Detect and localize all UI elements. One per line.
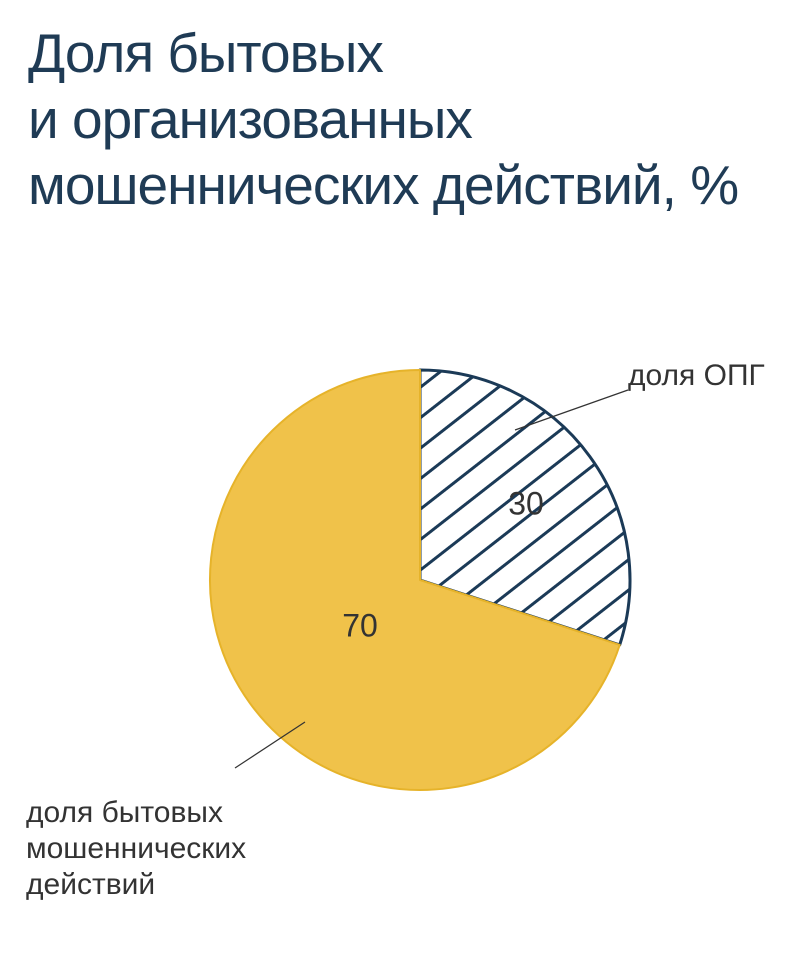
slice-value-label-1: 30 [508, 485, 544, 521]
slice-category-label-2: доля бытовых мошеннических действий [26, 796, 246, 901]
leader-line-2 [234, 721, 306, 769]
leader-line-1 [514, 389, 629, 431]
chart-title-line-3: мошеннических действий, % [28, 154, 739, 216]
pie-slice-2 [209, 369, 621, 791]
slice-value-label-2: 70 [342, 607, 378, 643]
chart-title: Доля бытовых и организованных мошенничес… [28, 20, 788, 218]
chart-title-line-1: Доля бытовых [28, 22, 384, 84]
slice-category-label-1: доля ОПГ [628, 359, 765, 392]
pie-slice-1 [418, 368, 632, 647]
chart-title-line-2: и организованных [28, 88, 473, 150]
